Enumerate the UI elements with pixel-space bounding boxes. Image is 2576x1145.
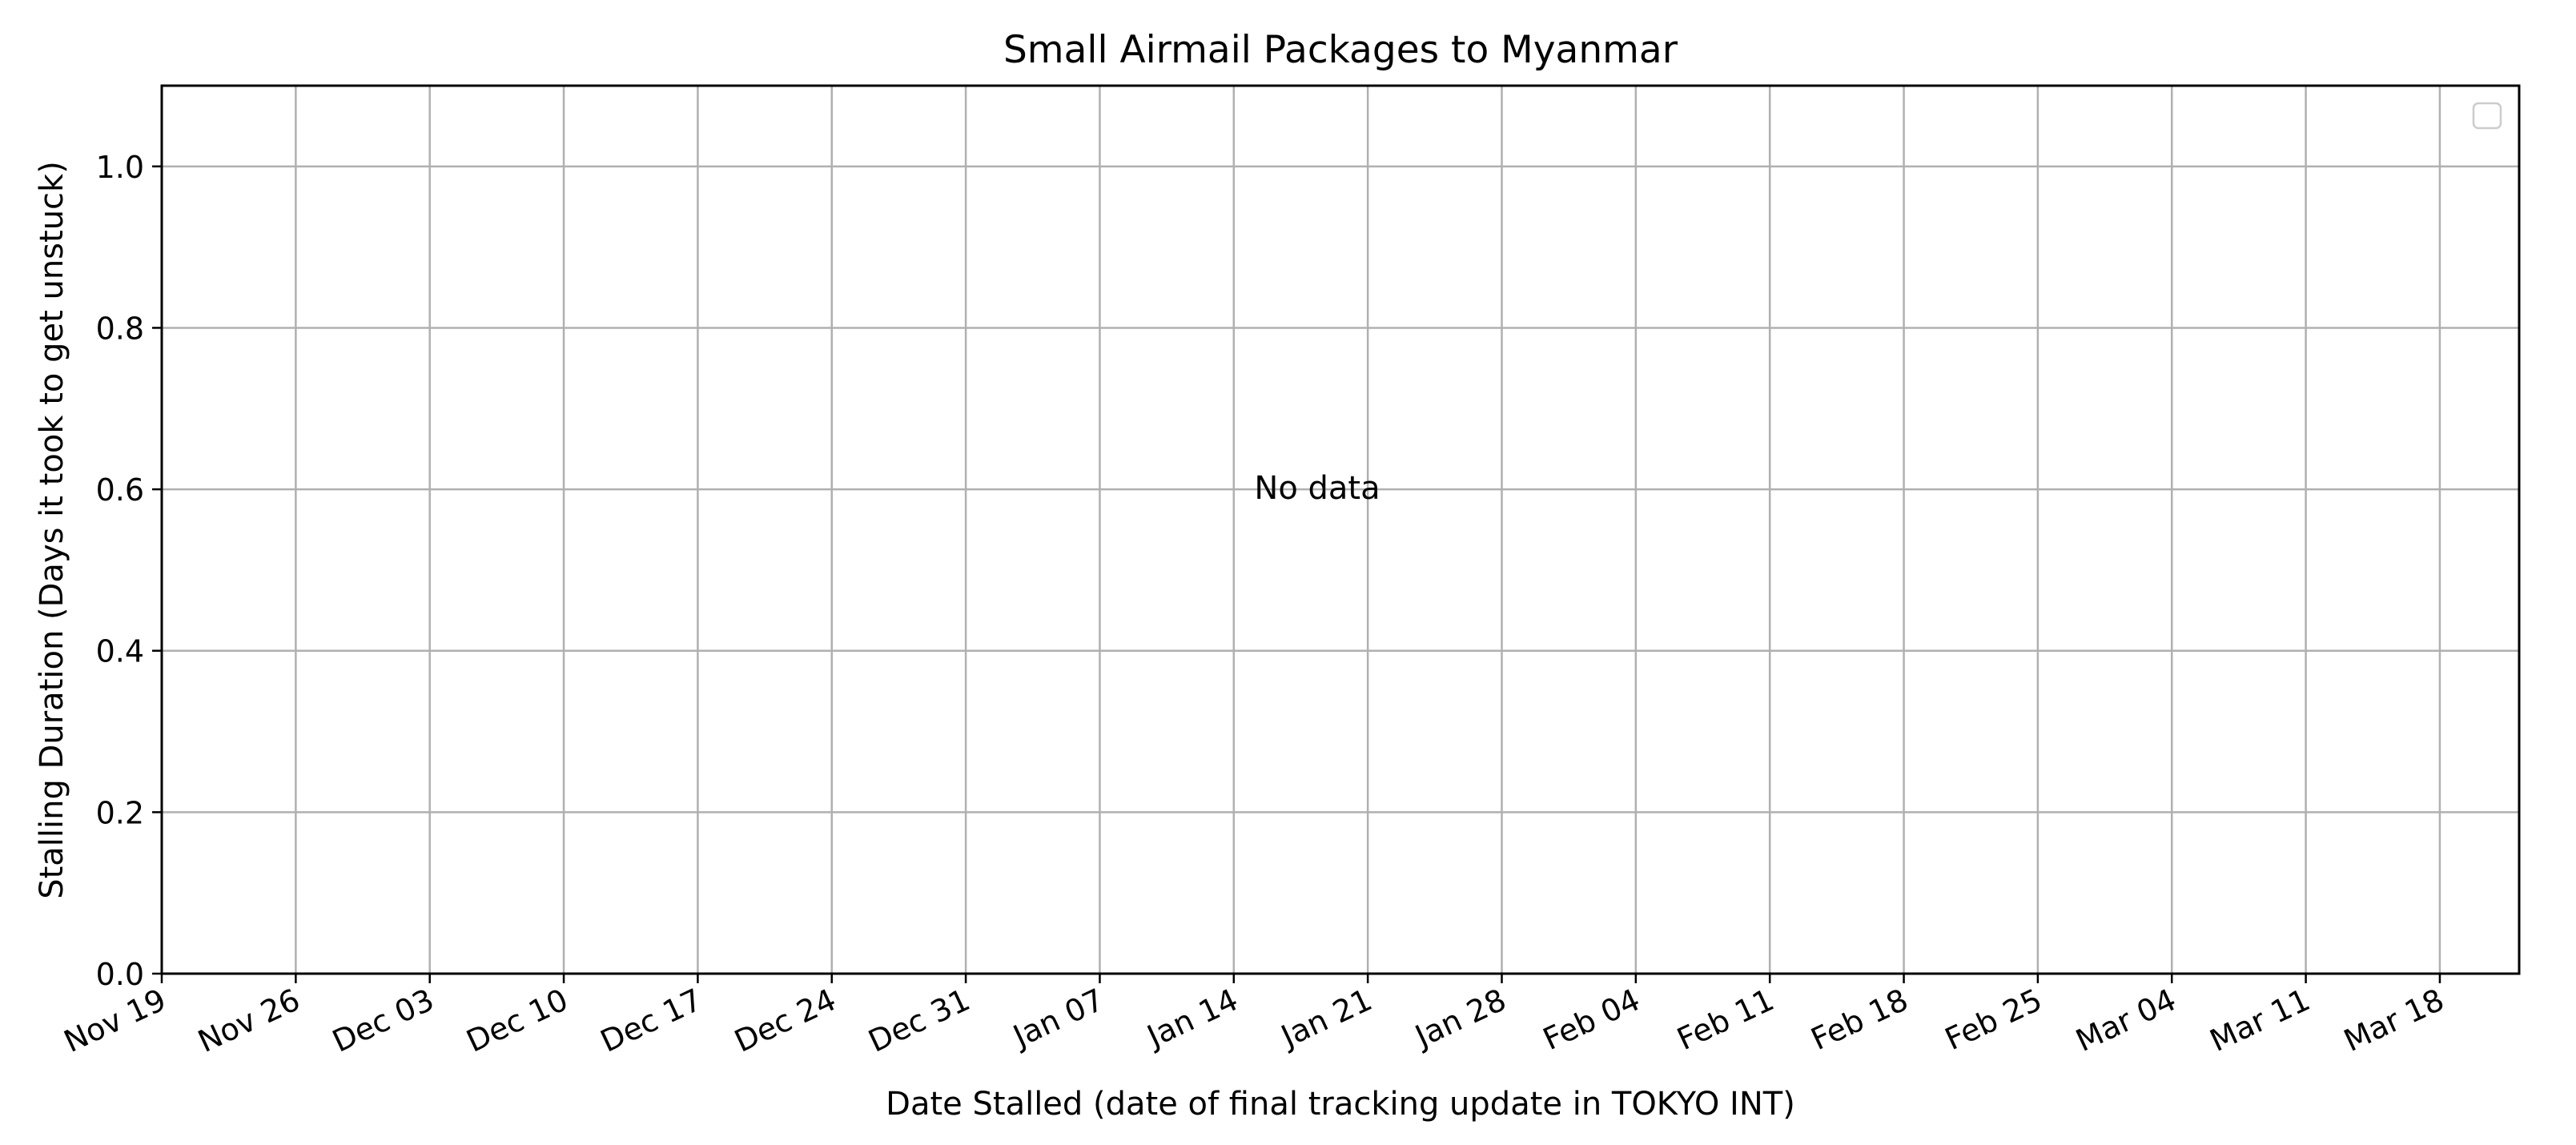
y-tick-label: 0.6 xyxy=(96,472,144,508)
y-tick-label: 0.4 xyxy=(96,634,144,669)
y-tick-label: 0.0 xyxy=(96,957,144,992)
chart-title: Small Airmail Packages to Myanmar xyxy=(1003,28,1678,72)
y-axis-label: Stalling Duration (Days it took to get u… xyxy=(34,161,70,899)
y-tick-label: 0.8 xyxy=(96,311,144,346)
no-data-annotation: No data xyxy=(1254,470,1380,507)
legend-box xyxy=(2472,102,2502,130)
y-tick-label: 0.2 xyxy=(96,795,144,830)
plot-area-frame xyxy=(160,84,2521,975)
y-tick-label: 1.0 xyxy=(96,150,144,185)
x-axis-label: Date Stalled (date of final tracking upd… xyxy=(886,1086,1795,1123)
